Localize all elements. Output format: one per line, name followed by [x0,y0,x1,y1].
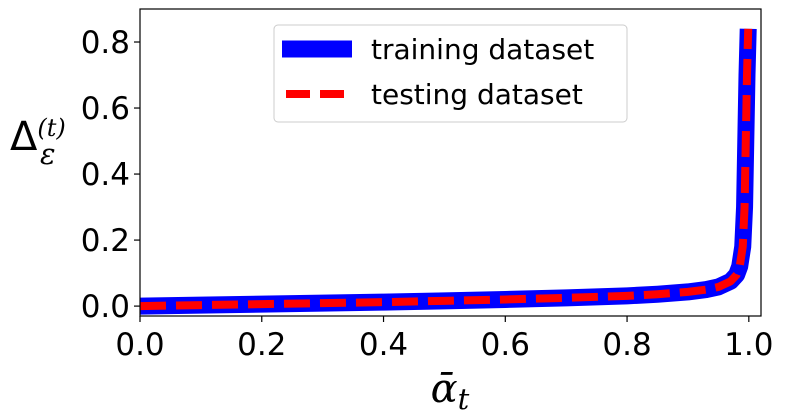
x-tick-label: 0.0 [115,327,164,363]
series-line-testing [140,28,753,311]
x-tick-label: 0.6 [481,327,530,363]
legend-label-training: training dataset [371,33,594,66]
y-axis-label-main: Δ [10,114,38,160]
x-axis-label: ᾱt [431,366,470,416]
plot-area [139,8,762,317]
y-axis-label: Δ(t) ε [10,114,66,171]
x-tick-label: 0.8 [602,327,651,363]
series-layer [140,28,757,315]
x-tick-label: 1.0 [724,327,773,363]
y-tick-label: 0.0 [81,289,130,325]
legend-label-testing: testing dataset [371,78,583,111]
legend-box [273,24,628,123]
legend: training dataset testing dataset [273,24,628,123]
y-axis-label-superscript: (t) [37,114,65,142]
y-tick-label: 0.8 [81,25,130,61]
x-tick-label: 0.4 [359,327,408,363]
x-axis-label-subscript: t [458,382,470,416]
y-tick-label: 0.6 [81,91,130,127]
x-axis-label-main: ᾱ [431,366,458,412]
x-tick-label: 0.2 [237,327,286,363]
y-axis-label-subscript: ε [40,137,56,171]
y-tick-label: 0.4 [81,157,130,193]
y-tick-label: 0.2 [81,223,130,259]
y-axis: 0.0 0.2 0.4 0.6 0.8 [81,25,140,325]
x-axis: 0.0 0.2 0.4 0.6 0.8 1.0 [115,316,773,363]
